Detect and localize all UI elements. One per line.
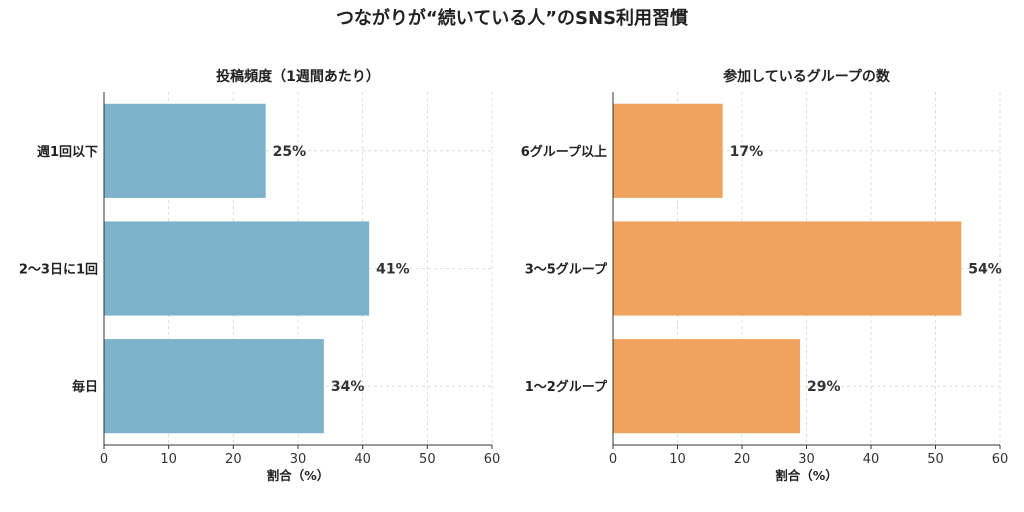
x-axis-label: 割合（%） bbox=[775, 468, 838, 483]
x-tick-label: 0 bbox=[100, 452, 108, 467]
x-tick-label: 20 bbox=[734, 452, 751, 467]
bar bbox=[104, 339, 324, 434]
chart-title: 参加しているグループの数 bbox=[723, 68, 891, 85]
y-tick-label: 3〜5グループ bbox=[525, 262, 608, 278]
x-tick-label: 10 bbox=[669, 452, 686, 467]
y-tick-label: 週1回以下 bbox=[37, 145, 98, 160]
y-tick-label: 毎日 bbox=[72, 379, 98, 395]
x-tick-label: 30 bbox=[798, 452, 815, 467]
x-tick-label: 60 bbox=[992, 452, 1009, 467]
bar bbox=[104, 221, 370, 316]
bar bbox=[613, 103, 723, 198]
bar bbox=[104, 103, 266, 198]
x-tick-label: 10 bbox=[160, 452, 177, 467]
y-tick-label: 1〜2グループ bbox=[525, 379, 608, 395]
x-tick-label: 40 bbox=[863, 452, 880, 467]
bar-value-label: 54% bbox=[968, 262, 1002, 278]
x-tick-label: 50 bbox=[927, 452, 944, 467]
x-tick-label: 0 bbox=[609, 452, 617, 467]
y-tick-label: 6グループ以上 bbox=[521, 144, 607, 160]
bar-value-label: 25% bbox=[273, 144, 307, 160]
chart-panel-group-count: 参加しているグループの数 6グループ以上 17% 3〜5グループ 54% 1〜2グループ 2… bbox=[521, 68, 1009, 483]
figure-title: つながりが“続いている人”のSNS利用習慣 bbox=[336, 7, 688, 29]
bar-value-label: 41% bbox=[376, 262, 410, 278]
x-tick-label: 60 bbox=[484, 452, 501, 467]
x-tick-label: 40 bbox=[354, 452, 371, 467]
x-axis-label: 割合（%） bbox=[267, 468, 330, 483]
x-tick-label: 50 bbox=[419, 452, 436, 467]
chart-title: 投稿頻度（1週間あたり） bbox=[216, 68, 380, 85]
bar-value-label: 17% bbox=[730, 144, 764, 160]
bar bbox=[613, 339, 801, 434]
y-tick-label: 2〜3日に1回 bbox=[19, 263, 98, 278]
bar-value-label: 34% bbox=[331, 379, 365, 395]
x-tick-label: 30 bbox=[290, 452, 307, 467]
bar bbox=[613, 221, 962, 316]
x-tick-label: 20 bbox=[225, 452, 242, 467]
bar-value-label: 29% bbox=[807, 379, 841, 395]
chart-panel-posting-frequency: 投稿頻度（1週間あたり） 週1回以下 25% 2〜3日に1回 41% 毎日 34% 0 10 20… bbox=[19, 68, 500, 483]
